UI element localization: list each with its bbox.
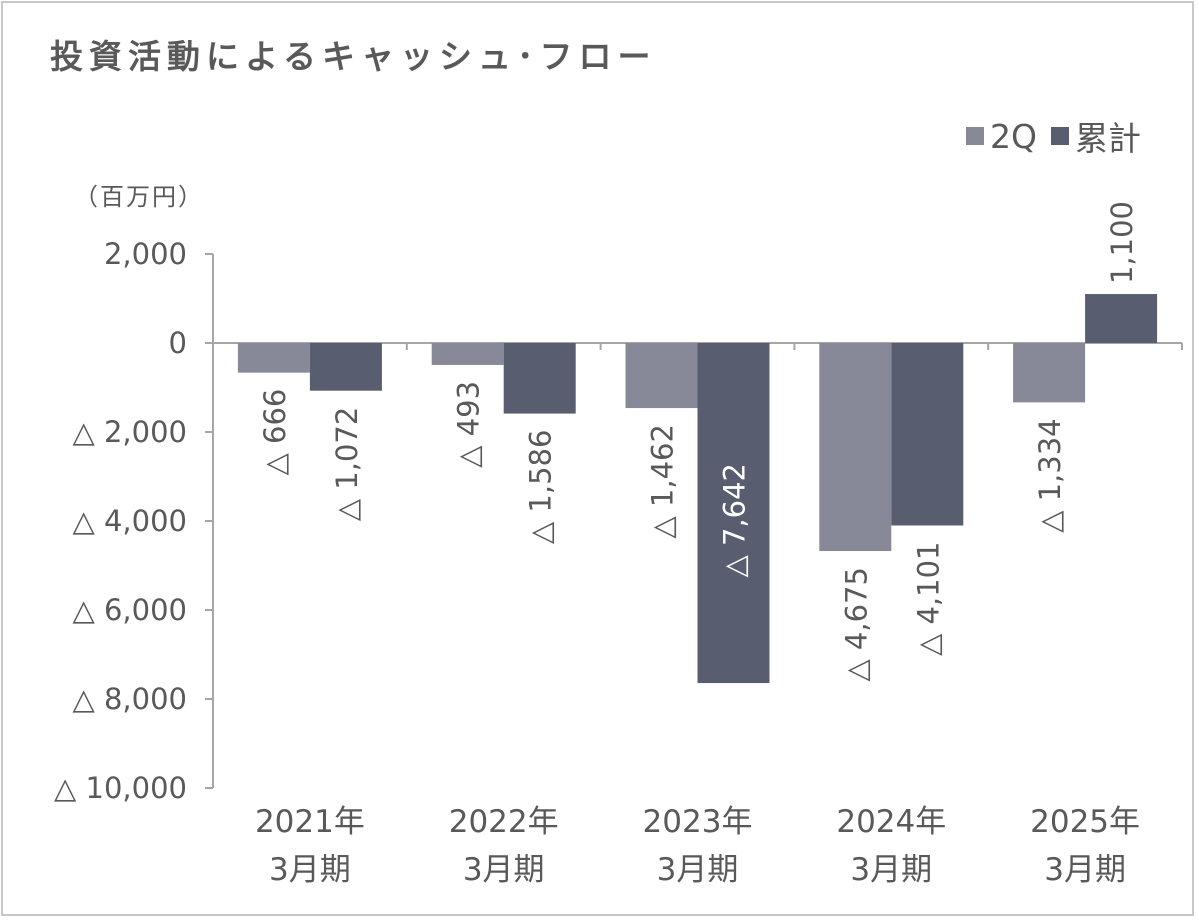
x-category-label: 3月期 [850, 852, 932, 888]
bar-cumulative [309, 343, 382, 391]
x-category-label: 2021年 [255, 804, 365, 840]
legend-item-2q: 2Q [966, 117, 1037, 156]
legend-label-cumulative: 累計 [1075, 119, 1141, 158]
data-label-2q: △ 493 [452, 381, 486, 468]
x-category-label: 3月期 [657, 852, 739, 888]
x-category-label: 2025年 [1030, 804, 1140, 840]
y-tick-label: 2,000 [104, 237, 187, 271]
bar-2q [431, 343, 504, 365]
data-label-cumulative: △ 4,101 [911, 541, 945, 656]
x-category-label: 2023年 [643, 804, 753, 840]
legend-item-cumulative: 累計 [1051, 112, 1141, 160]
bar-cumulative [891, 343, 964, 526]
legend: 2Q 累計 [952, 112, 1141, 160]
legend-label-2q: 2Q [990, 116, 1037, 156]
bar-2q [819, 343, 892, 552]
bar-cumulative [697, 343, 770, 684]
data-label-cumulative: △ 1,586 [524, 430, 558, 545]
unit-label: （百万円） [74, 183, 204, 211]
x-category-label: 3月期 [269, 852, 351, 888]
y-tick-label: △ 4,000 [72, 504, 187, 538]
bar-2q [1013, 343, 1086, 403]
y-tick-label: 0 [169, 326, 187, 360]
bar-2q [237, 343, 310, 373]
x-category-label: 2024年 [836, 804, 946, 840]
x-category-label: 3月期 [463, 852, 545, 888]
data-label-cumulative: △ 7,642 [718, 463, 752, 578]
y-tick-label: △ 6,000 [72, 593, 187, 627]
legend-swatch-cumulative [1051, 127, 1069, 145]
data-label-2q: △ 4,675 [839, 567, 873, 682]
x-category-label: 3月期 [1044, 852, 1126, 888]
x-category-label: 2022年 [449, 804, 559, 840]
legend-swatch-2q [966, 127, 985, 145]
data-label-2q: △ 1,462 [646, 424, 680, 539]
data-label-2q: △ 1,334 [1033, 418, 1067, 533]
y-tick-label: △ 2,000 [72, 415, 187, 449]
data-label-cumulative: △ 1,072 [330, 407, 364, 522]
bar-cumulative [503, 343, 576, 414]
bar-cumulative [1085, 294, 1158, 343]
data-label-2q: △ 666 [258, 389, 292, 476]
y-tick-label: △ 10,000 [54, 771, 187, 805]
y-tick-label: △ 8,000 [72, 682, 187, 716]
data-label-cumulative: 1,100 [1105, 201, 1139, 284]
bar-2q [625, 343, 698, 409]
chart-title: 投資活動によるキャッシュ･フロー [50, 37, 657, 76]
